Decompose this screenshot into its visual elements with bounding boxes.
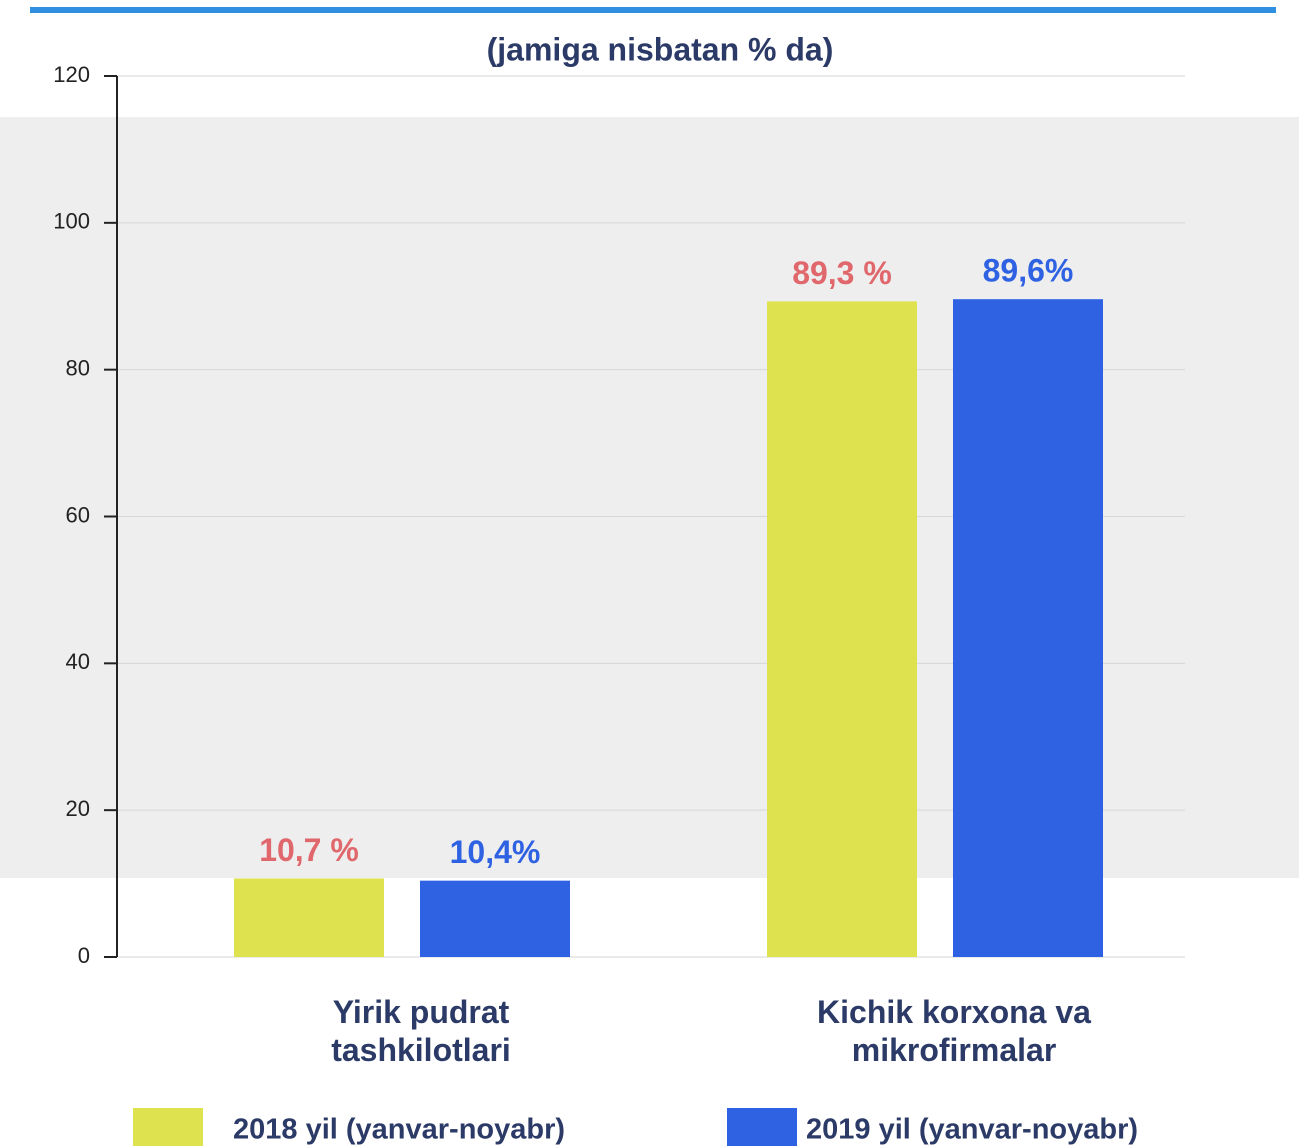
x-tick-label: Kichik korxona va mikrofirmalar xyxy=(817,994,1091,1068)
y-tick-label: 20 xyxy=(66,796,90,821)
value-label: 10,7 % xyxy=(259,832,359,868)
bar xyxy=(420,880,570,957)
y-tick-label: 80 xyxy=(66,355,90,380)
value-label: 10,4% xyxy=(450,834,541,870)
y-tick-label: 60 xyxy=(66,502,90,527)
bar xyxy=(234,878,384,957)
bar xyxy=(953,299,1103,958)
top-rule xyxy=(30,7,1276,13)
bar xyxy=(767,301,917,957)
legend-label: 2019 yil (yanvar-noyabr) xyxy=(806,1114,1138,1146)
legend-swatch xyxy=(727,1108,797,1146)
y-tick-label: 120 xyxy=(53,62,90,87)
y-tick-label: 0 xyxy=(78,943,90,968)
value-label: 89,6% xyxy=(983,253,1074,289)
legend-swatch xyxy=(133,1108,203,1146)
legend-label: 2018 yil (yanvar-noyabr) xyxy=(233,1114,565,1146)
background-photo xyxy=(0,117,1299,878)
x-tick-label: Yirik pudrat tashkilotlari xyxy=(331,994,511,1068)
y-tick-label: 100 xyxy=(53,209,90,234)
value-label: 89,3 % xyxy=(792,255,892,291)
chart-title: (jamiga nisbatan % da) xyxy=(487,31,834,67)
y-tick-label: 40 xyxy=(66,649,90,674)
